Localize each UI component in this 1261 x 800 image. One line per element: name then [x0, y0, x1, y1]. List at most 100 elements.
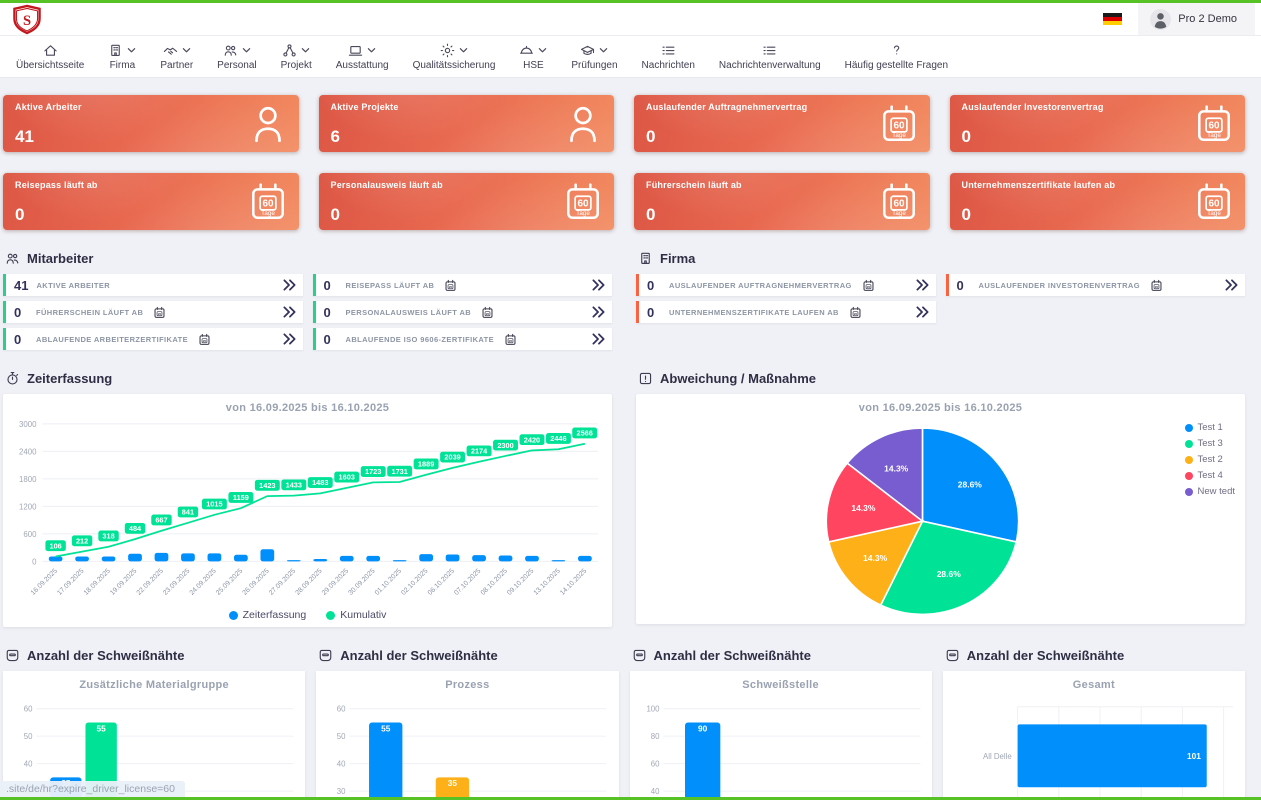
chevron-down-icon [459, 46, 468, 54]
list-item-label: UNTERNEHMENSZERTIFIKATE LAUFEN AB [669, 307, 839, 317]
time-bar [366, 555, 381, 562]
legend-item-test-3[interactable]: Test 3 [1184, 438, 1236, 449]
list-item-mitarbeiter-6[interactable]: 0 ABLAUFENDE ISO 9606-ZERTIFIKATE 20 [312, 328, 612, 350]
stat-card-4[interactable]: Auslaufender Investorenvertrag 0 60 Tage [950, 95, 1246, 152]
list-item-mitarbeiter-1[interactable]: 41 AKTIVE ARBEITER [3, 274, 303, 296]
nav-item-ausstattung[interactable]: Ausstattung [324, 36, 401, 77]
language-flag-german-icon[interactable] [1103, 13, 1123, 25]
list-item-label: REISEPASS LÄUFT AB [345, 280, 435, 290]
legend-item-new-tedt[interactable]: New tedt [1184, 486, 1235, 497]
stat-card-value: 6 [330, 127, 340, 146]
user-name: Pro 2 Demo [1178, 13, 1237, 25]
svg-text:17.09.2025: 17.09.2025 [56, 567, 85, 596]
time-bar [525, 555, 539, 562]
svg-text:1433: 1433 [286, 481, 302, 490]
list-item-firma-3[interactable]: 0 UNTERNEHMENSZERTIFIKATE LAUFEN AB 20 [636, 301, 936, 323]
svg-text:2446: 2446 [550, 434, 566, 443]
calendar-icon: 60 Tage [247, 181, 289, 223]
legend-dot [1184, 423, 1193, 432]
legend-item-test-1[interactable]: Test 1 [1184, 422, 1236, 433]
svg-text:16.09.2025: 16.09.2025 [30, 567, 59, 596]
svg-text:19.09.2025: 19.09.2025 [109, 567, 138, 596]
nav-item-label: Personal [217, 59, 257, 71]
stat-card-6[interactable]: Personalausweis läuft ab 0 60 Tage [319, 173, 615, 230]
svg-text:Tage: Tage [1207, 132, 1221, 139]
section-schweissnaehte-1: Anzahl der Schweißnähte Zusätzliche Mater… [3, 627, 306, 800]
legend-item-zeiterfassung[interactable]: Zeiterfassung [228, 609, 306, 621]
shield-s-icon: S [13, 4, 41, 34]
list-item-value: 0 [323, 331, 331, 347]
list-item-value: 0 [647, 304, 655, 320]
nav-item-projekt[interactable]: Projekt [269, 36, 324, 77]
list-item-firma-1[interactable]: 0 AUSLAUFENDER AUFTRAGNEHMERVERTRAG 20 [636, 274, 936, 296]
graduation-icon [580, 43, 595, 58]
building-icon [638, 251, 653, 266]
section-title-schweissnaehte: Anzahl der Schweißnähte [340, 648, 498, 664]
abweichung-chart-title: von 16.09.2025 bis 16.10.2025 [858, 402, 1023, 414]
time-bar [578, 555, 592, 562]
abweichung-pie-chart: 28.6% 28.6% 14.3% 14.3% 14.3% [825, 427, 1020, 616]
time-bar [551, 560, 566, 562]
svg-text:40: 40 [337, 760, 346, 769]
welding-helmet-icon [318, 648, 333, 663]
svg-text:1159: 1159 [233, 493, 249, 502]
nav-item-personal[interactable]: Personal [205, 36, 268, 77]
stat-card-1[interactable]: Aktive Arbeiter 41 [3, 95, 299, 152]
nav-item-qualit-tssicherung[interactable]: Qualitätssicherung [401, 36, 508, 77]
nav-item--bersichtsseite[interactable]: Übersichtsseite [4, 36, 96, 77]
list-item-firma-2[interactable]: 0 AUSLAUFENDER INVESTORENVERTRAG 20 [945, 274, 1245, 296]
gesamt-chart: All Delle 101 [983, 706, 1234, 800]
svg-text:14.3%: 14.3% [851, 503, 876, 513]
bottom-green-border [0, 797, 1261, 800]
stat-card-value: 0 [961, 205, 971, 224]
svg-text:30.09.2025: 30.09.2025 [347, 567, 376, 596]
list-item-mitarbeiter-5[interactable]: 0 ABLAUFENDE ARBEITERZERTIFIKATE 20 [3, 328, 303, 350]
svg-text:20: 20 [449, 284, 453, 288]
nav-item-hse[interactable]: HSE [507, 36, 559, 77]
svg-text:318: 318 [102, 532, 114, 541]
svg-text:23.09.2025: 23.09.2025 [162, 567, 191, 596]
chart-subtitle-schweissstelle: Schweißstelle [742, 679, 819, 692]
svg-text:60: 60 [893, 198, 905, 209]
stat-card-2[interactable]: Aktive Projekte 6 [319, 95, 615, 152]
nav-item-h-ufig-gestellte-fragen[interactable]: Häufig gestellte Fragen [833, 36, 960, 77]
stat-card-title: Reisepass läuft ab [15, 180, 98, 190]
svg-text:20: 20 [203, 338, 207, 342]
brand-shield-logo[interactable]: S [10, 4, 44, 35]
legend-item-test-2[interactable]: Test 2 [1184, 454, 1236, 465]
list-item-mitarbeiter-3[interactable]: 0 FÜHRERSCHEIN LÄUFT AB 20 [3, 301, 303, 323]
nav-item-label: Nachrichten [641, 59, 695, 71]
nav-item-partner[interactable]: Partner [148, 36, 205, 77]
svg-text:1423: 1423 [259, 481, 275, 490]
svg-text:55: 55 [381, 724, 391, 734]
stat-card-3[interactable]: Auslaufender Auftragnehmervertrag 0 60 Tage [634, 95, 930, 152]
list-item-mitarbeiter-2[interactable]: 0 REISEPASS LÄUFT AB 20 [312, 274, 612, 296]
time-bar [498, 555, 513, 562]
svg-text:2039: 2039 [444, 453, 460, 462]
abweichung-legend: Test 1 Test 3 Test 2 Test 4 New tedt [1184, 422, 1236, 497]
list-item-mitarbeiter-4[interactable]: 0 PERSONALAUSWEIS LÄUFT AB 20 [312, 301, 612, 323]
svg-text:667: 667 [155, 516, 167, 525]
stat-card-7[interactable]: Führerschein läuft ab 0 60 Tage [634, 173, 930, 230]
stat-card-5[interactable]: Reisepass läuft ab 0 60 Tage [3, 173, 299, 230]
legend-item-test-4[interactable]: Test 4 [1184, 470, 1236, 481]
nav-item-pr-fungen[interactable]: Prüfungen [559, 36, 629, 77]
nav-item-firma[interactable]: Firma [96, 36, 148, 77]
stat-card-title: Aktive Arbeiter [15, 102, 82, 112]
nav-item-nachrichtenverwaltung[interactable]: Nachrichtenverwaltung [707, 36, 833, 77]
user-menu[interactable]: Pro 2 Demo [1138, 3, 1255, 35]
svg-text:14.10.2025: 14.10.2025 [559, 567, 588, 596]
svg-text:All Delle: All Delle [983, 752, 1012, 761]
stat-card-8[interactable]: Unternehmenszertifikate laufen ab 0 60 Tage [950, 173, 1246, 230]
legend-item-kumulativ[interactable]: Kumulativ [326, 609, 386, 621]
nav-item-nachrichten[interactable]: Nachrichten [630, 36, 707, 77]
svg-text:106: 106 [49, 541, 61, 550]
welding-helmet-icon [945, 648, 960, 663]
header-right: Pro 2 Demo [1103, 3, 1255, 35]
svg-text:1015: 1015 [206, 500, 222, 509]
svg-text:212: 212 [76, 536, 88, 545]
double-chevron-icon [1224, 278, 1239, 292]
double-chevron-icon [591, 305, 606, 319]
nav-item-label: Häufig gestellte Fragen [844, 59, 949, 71]
chevron-down-icon [301, 46, 310, 54]
